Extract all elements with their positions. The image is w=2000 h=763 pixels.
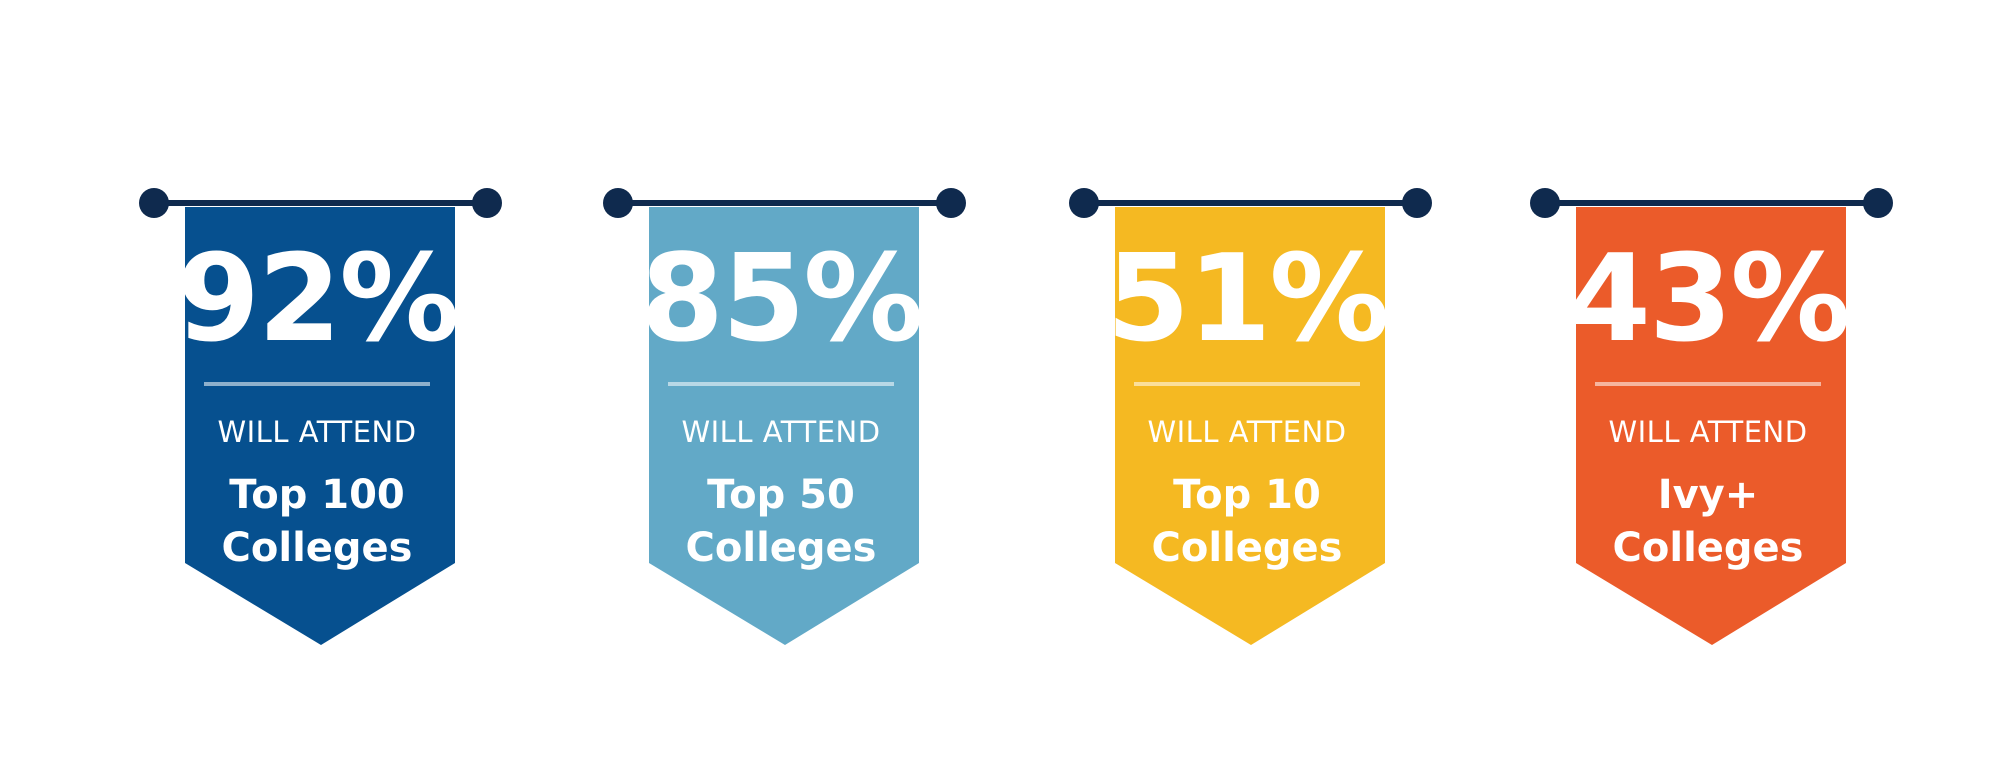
rod-end-right (472, 188, 502, 218)
banner-4: 43% WILL ATTEND Ivy+ Colleges (1526, 180, 1896, 650)
pennant-body (1115, 207, 1385, 645)
banner-3: 51% WILL ATTEND Top 10 Colleges (1065, 180, 1435, 650)
pennant-body (1576, 207, 1846, 645)
tier-line-2: Colleges (1612, 525, 1804, 571)
banner-1: 92% WILL ATTEND Top 100 Colleges (135, 180, 505, 650)
attend-label: WILL ATTEND (217, 415, 417, 449)
pennant-shape (139, 188, 502, 645)
attend-label: WILL ATTEND (681, 415, 881, 449)
percentage: 85% (640, 230, 923, 369)
rod-end-right (936, 188, 966, 218)
tier-line-2: Colleges (221, 525, 413, 571)
pennant-body (649, 207, 919, 645)
banner-content: 43% WILL ATTEND Ivy+ Colleges (1566, 180, 1850, 575)
rod-end-left (1069, 188, 1099, 218)
banner-content: 51% WILL ATTEND Top 10 Colleges (1105, 180, 1389, 575)
percentage: 43% (1567, 230, 1850, 369)
college-tier: Top 10 Colleges (1105, 469, 1389, 575)
tier-line-1: Ivy+ (1657, 472, 1759, 518)
college-tier: Ivy+ Colleges (1566, 469, 1850, 575)
tier-line-1: Top 50 (707, 472, 855, 518)
pennant-shape (1069, 188, 1432, 645)
rod-end-left (603, 188, 633, 218)
banner-content: 85% WILL ATTEND Top 50 Colleges (639, 180, 923, 575)
college-tier: Top 100 Colleges (175, 469, 459, 575)
divider (1595, 382, 1821, 386)
rod-end-right (1863, 188, 1893, 218)
attend-label: WILL ATTEND (1147, 415, 1347, 449)
college-tier: Top 50 Colleges (639, 469, 923, 575)
rod-end-left (1530, 188, 1560, 218)
tier-line-2: Colleges (685, 525, 877, 571)
banner-content: 92% WILL ATTEND Top 100 Colleges (175, 180, 459, 575)
pennant-shape (603, 188, 966, 645)
rod-end-right (1402, 188, 1432, 218)
tier-line-2: Colleges (1151, 525, 1343, 571)
divider (204, 382, 430, 386)
banner-2: 85% WILL ATTEND Top 50 Colleges (599, 180, 969, 650)
tier-line-1: Top 100 (229, 472, 405, 518)
pennant-shape (1530, 188, 1893, 645)
divider (668, 382, 894, 386)
attend-label: WILL ATTEND (1608, 415, 1808, 449)
pennant-body (185, 207, 455, 645)
rod-end-left (139, 188, 169, 218)
tier-line-1: Top 10 (1173, 472, 1321, 518)
divider (1134, 382, 1360, 386)
percentage: 51% (1106, 230, 1389, 369)
percentage: 92% (176, 230, 459, 369)
